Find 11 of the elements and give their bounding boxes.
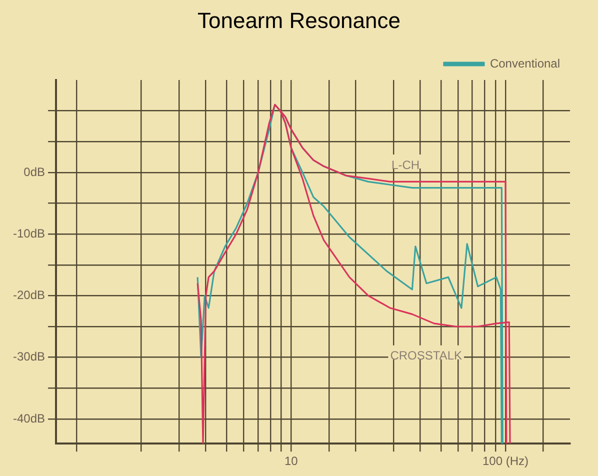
x-tick-label: 100 (Hz) [482, 454, 528, 468]
y-tick-label: -40dB [12, 411, 46, 426]
y-tick-label: 0dB [24, 164, 46, 179]
y-tick-label: -10dB [12, 226, 46, 240]
y-tick-label: -20dB [12, 288, 46, 302]
annotation: L-CH [392, 158, 420, 172]
chart-title: Tonearm Resonance [196, 8, 402, 34]
x-tick-label: 10 [284, 454, 298, 468]
legend-label: Conventional [490, 56, 560, 70]
y-tick-label: -30dB [12, 350, 46, 364]
annotation: CROSSTALK [390, 348, 462, 363]
